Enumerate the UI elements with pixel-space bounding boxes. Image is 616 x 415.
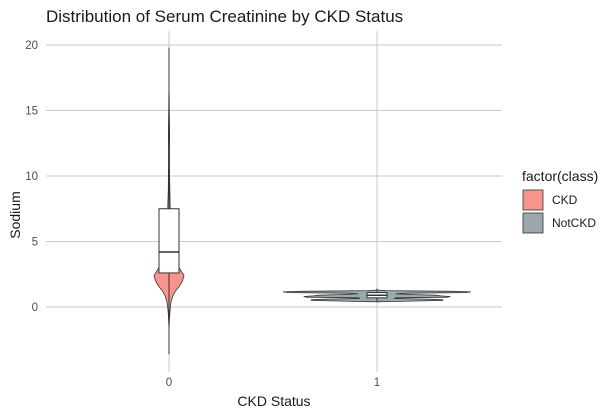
y-tick-label: 10 — [25, 171, 38, 183]
x-tick-label: 0 — [166, 377, 172, 389]
legend-swatch-notckd — [522, 212, 544, 234]
legend-label-notckd: NotCKD — [552, 216, 596, 230]
legend-label-ckd: CKD — [552, 193, 578, 207]
legend: factor(class) CKD NotCKD — [522, 168, 598, 234]
violin-ckd — [153, 47, 185, 355]
legend-swatch-ckd — [522, 189, 544, 211]
chart-title: Distribution of Serum Creatinine by CKD … — [46, 7, 403, 26]
y-tick-label: 15 — [25, 106, 38, 118]
violins — [153, 47, 472, 355]
x-tick-label: 1 — [374, 377, 380, 389]
y-tick-labels: 0 5 10 15 20 — [25, 40, 38, 314]
y-tick-label: 20 — [25, 40, 38, 52]
y-tick-label: 0 — [32, 302, 38, 314]
y-axis-title: Sodium — [7, 191, 23, 238]
y-tick-label: 5 — [32, 237, 38, 249]
violin-notckd — [282, 288, 472, 303]
legend-title: factor(class) — [522, 168, 598, 184]
gridlines — [46, 31, 502, 372]
box — [158, 208, 180, 274]
x-axis-title: CKD Status — [237, 393, 310, 409]
